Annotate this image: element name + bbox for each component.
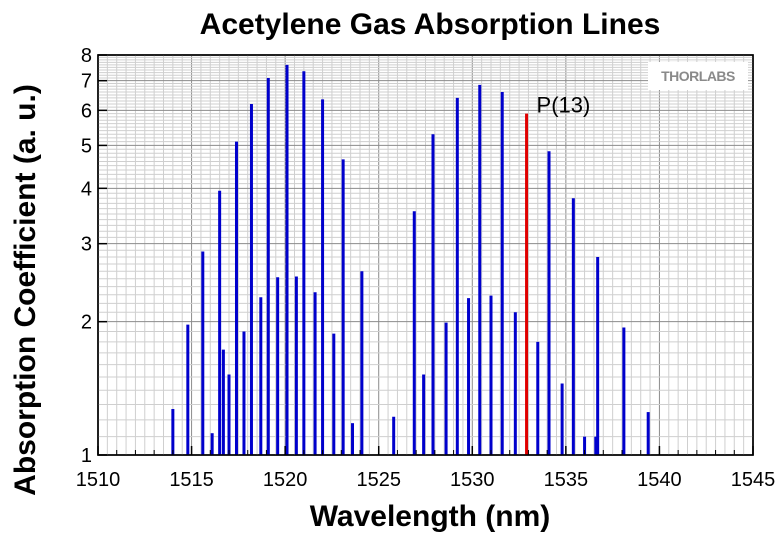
line-annotation: P(13) bbox=[537, 93, 591, 118]
y-tick-label: 7 bbox=[81, 71, 92, 93]
x-tick-label: 1515 bbox=[169, 469, 214, 491]
x-axis-ticks: 1510 1515 1520 1525 1530 1535 1540 1545 bbox=[76, 446, 776, 491]
y-axis-ticks: 1 2 3 4 5 6 7 8 bbox=[81, 45, 107, 467]
y-tick-label: 6 bbox=[81, 100, 92, 122]
y-tick-label: 4 bbox=[81, 178, 92, 200]
logo-text: THORLABS bbox=[661, 68, 735, 84]
annotations: P(13) bbox=[537, 93, 591, 118]
x-tick-label: 1535 bbox=[544, 469, 589, 491]
x-tick-label: 1510 bbox=[76, 469, 121, 491]
y-tick-label: 5 bbox=[81, 135, 92, 157]
plot-frame bbox=[97, 54, 754, 456]
y-tick-label: 1 bbox=[81, 445, 92, 467]
y-axis-label: Absorption Coefficient (a. u.) bbox=[9, 84, 42, 496]
y-tick-label: 3 bbox=[81, 234, 92, 256]
absorption-lines bbox=[171, 64, 650, 455]
x-tick-label: 1525 bbox=[356, 469, 401, 491]
x-tick-label: 1545 bbox=[731, 469, 776, 491]
x-tick-label: 1540 bbox=[637, 469, 682, 491]
thorlabs-logo: THORLABS bbox=[648, 62, 748, 90]
y-tick-label: 2 bbox=[81, 312, 92, 334]
chart-title: Acetylene Gas Absorption Lines bbox=[200, 8, 661, 41]
y-tick-label: 8 bbox=[81, 45, 92, 67]
x-tick-label: 1530 bbox=[450, 469, 495, 491]
x-axis-label: Wavelength (nm) bbox=[310, 500, 551, 533]
x-tick-label: 1520 bbox=[263, 469, 308, 491]
